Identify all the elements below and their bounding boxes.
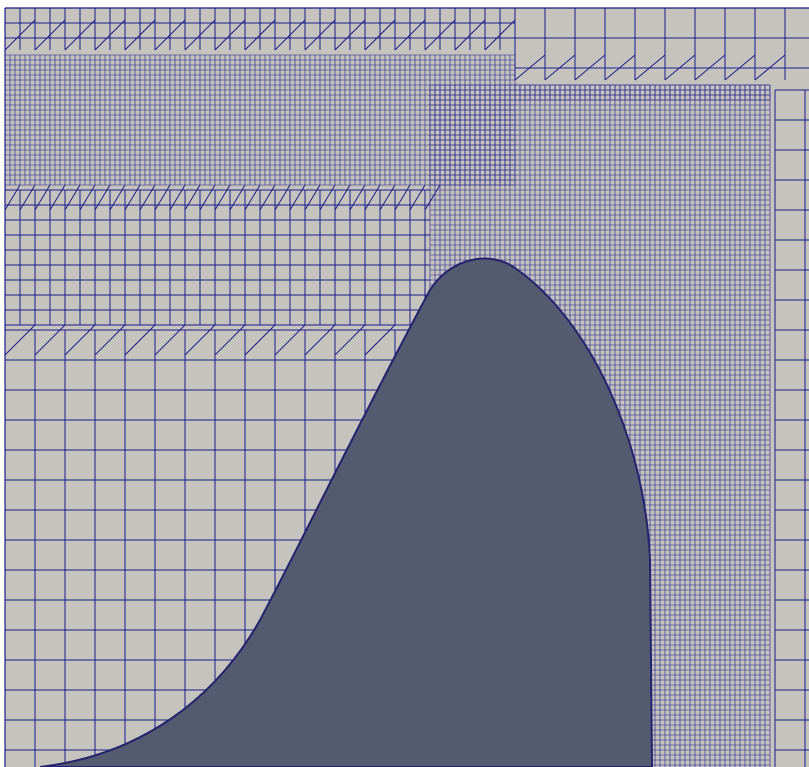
transition-diagonal bbox=[379, 184, 396, 211]
transition-diagonal bbox=[454, 19, 486, 51]
transition-diagonal bbox=[364, 184, 381, 211]
transition-diagonal bbox=[184, 324, 216, 356]
transition-diagonal bbox=[49, 184, 66, 211]
transition-diagonal bbox=[214, 184, 231, 211]
transition-diagonal bbox=[109, 184, 126, 211]
transition-diagonal bbox=[574, 54, 606, 81]
transition-diagonal bbox=[694, 54, 726, 81]
transition-diagonal bbox=[214, 324, 246, 356]
transition-diagonal bbox=[64, 19, 96, 51]
transition-diagonal bbox=[274, 324, 306, 356]
transition-diagonal bbox=[229, 184, 246, 211]
transition-diagonal bbox=[304, 324, 336, 356]
transition-diagonal bbox=[94, 324, 126, 356]
transition-diagonal bbox=[94, 184, 111, 211]
transition-diagonal bbox=[754, 54, 786, 81]
transition-diagonal bbox=[64, 324, 96, 356]
transition-diagonal bbox=[169, 184, 186, 211]
transition-diagonal bbox=[349, 184, 366, 211]
transition-diagonal bbox=[94, 19, 126, 51]
transition-diagonal bbox=[244, 324, 276, 356]
mesh-transition-layer bbox=[4, 7, 809, 767]
transition-diagonal bbox=[259, 184, 276, 211]
transition-diagonal bbox=[394, 184, 411, 211]
transition-diagonal bbox=[139, 184, 156, 211]
transition-diagonal bbox=[604, 54, 636, 81]
transition-diagonal bbox=[4, 184, 21, 211]
transition-diagonal bbox=[154, 324, 186, 356]
transition-diagonal bbox=[304, 184, 321, 211]
transition-diagonal bbox=[274, 19, 306, 51]
transition-diagonal bbox=[19, 184, 36, 211]
transition-diagonal bbox=[364, 19, 396, 51]
transition-diagonal bbox=[334, 324, 366, 356]
transition-diagonal bbox=[124, 324, 156, 356]
transition-diagonal bbox=[79, 184, 96, 211]
transition-diagonal bbox=[724, 54, 756, 81]
transition-diagonal bbox=[394, 19, 426, 51]
transition-diagonal bbox=[289, 184, 306, 211]
transition-diagonal bbox=[424, 19, 456, 51]
transition-diagonal bbox=[124, 19, 156, 51]
transition-diagonal bbox=[424, 184, 441, 211]
transition-diagonal bbox=[484, 19, 516, 51]
transition-diagonal bbox=[244, 184, 261, 211]
transition-diagonal bbox=[664, 54, 696, 81]
transition-diagonal bbox=[34, 184, 51, 211]
transition-diagonal bbox=[154, 184, 171, 211]
solid-body-shape[interactable] bbox=[39, 257, 654, 767]
transition-diagonal bbox=[409, 184, 426, 211]
transition-diagonal bbox=[4, 19, 36, 51]
transition-diagonal bbox=[199, 184, 216, 211]
transition-diagonal bbox=[64, 184, 81, 211]
transition-diagonal bbox=[274, 184, 291, 211]
transition-diagonal bbox=[544, 54, 576, 81]
transition-diagonal bbox=[34, 19, 66, 51]
transition-diagonal bbox=[34, 324, 66, 356]
transition-diagonal bbox=[214, 19, 246, 51]
medium-mesh-region bbox=[4, 7, 516, 326]
transition-diagonal bbox=[319, 184, 336, 211]
transition-diagonal bbox=[184, 19, 216, 51]
transition-diagonal bbox=[184, 184, 201, 211]
transition-diagonal bbox=[634, 54, 666, 81]
transition-diagonal bbox=[154, 19, 186, 51]
transition-diagonal bbox=[244, 19, 276, 51]
transition-diagonal bbox=[124, 184, 141, 211]
transition-diagonal bbox=[334, 184, 351, 211]
transition-diagonal bbox=[364, 324, 396, 356]
transition-diagonal bbox=[514, 54, 546, 81]
transition-diagonal bbox=[4, 324, 36, 356]
transition-diagonal bbox=[304, 19, 336, 51]
transition-diagonal bbox=[334, 19, 366, 51]
